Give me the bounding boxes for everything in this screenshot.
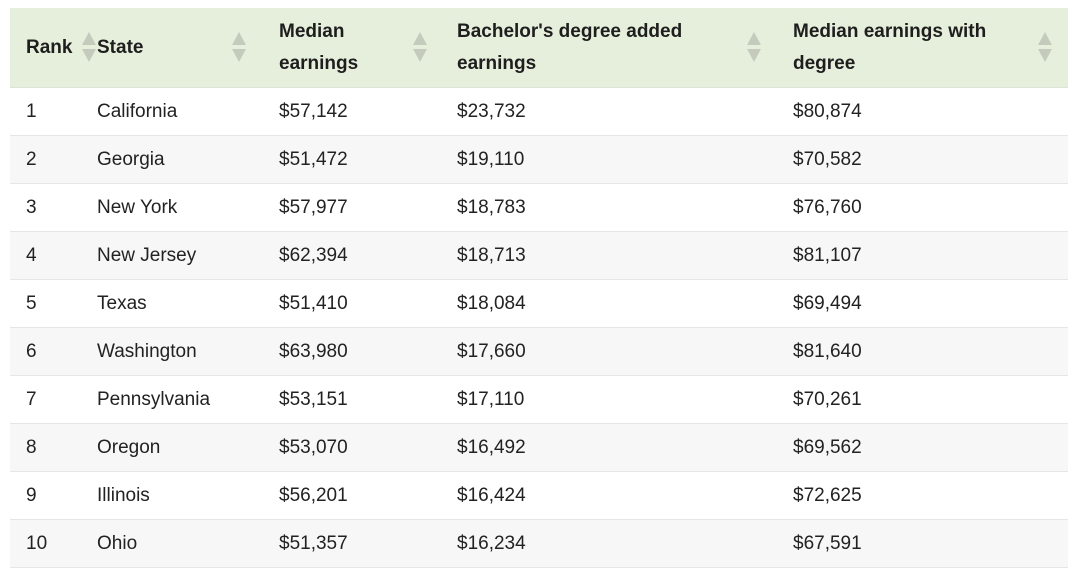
earnings-table: Rank State Median earnings Bachelor's degre… [10, 8, 1068, 568]
table-cell: 3 [26, 197, 37, 218]
table-cell: $70,261 [793, 389, 862, 410]
table-row: 4 New Jersey $62,394 $18,713 $81,107 [10, 232, 1068, 280]
column-header-3[interactable]: Bachelor's degree added earnings [457, 20, 683, 74]
sort-ascending-icon[interactable] [1038, 32, 1052, 45]
table-cell: $69,494 [793, 293, 862, 314]
table-row: 1 California $57,142 $23,732 $80,874 [10, 88, 1068, 136]
sort-descending-icon[interactable] [82, 49, 96, 62]
table-cell: Washington [97, 341, 197, 362]
table-row: 8 Oregon $53,070 $16,492 $69,562 [10, 424, 1068, 472]
table-header: Rank State Median earnings Bachelor's degre… [10, 8, 1068, 88]
table-cell: $63,980 [279, 341, 348, 362]
table-cell: $16,492 [457, 437, 526, 458]
table-cell: New York [97, 197, 178, 218]
table-cell: 5 [26, 293, 37, 314]
table-cell: $53,151 [279, 389, 348, 410]
table-cell: $76,760 [793, 197, 862, 218]
table-cell: $80,874 [793, 101, 862, 122]
table-row: 2 Georgia $51,472 $19,110 $70,582 [10, 136, 1068, 184]
table-cell: $81,640 [793, 341, 862, 362]
table-cell: Texas [97, 293, 147, 314]
table-cell: 10 [26, 533, 48, 554]
table-cell: 7 [26, 389, 37, 410]
sort-ascending-icon[interactable] [747, 32, 761, 45]
table-cell: $57,977 [279, 197, 348, 218]
table-cell: California [97, 101, 178, 122]
table-cell: $18,713 [457, 245, 526, 266]
table-cell: 1 [26, 101, 37, 122]
table-cell: 2 [26, 149, 37, 170]
table-cell: $51,472 [279, 149, 348, 170]
table-cell: $16,234 [457, 533, 526, 554]
table-cell: $56,201 [279, 485, 348, 506]
sort-descending-icon[interactable] [232, 49, 246, 62]
table-row: 7 Pennsylvania $53,151 $17,110 $70,261 [10, 376, 1068, 424]
sort-ascending-icon[interactable] [413, 32, 427, 45]
table-cell: $67,591 [793, 533, 862, 554]
table-row: 6 Washington $63,980 $17,660 $81,640 [10, 328, 1068, 376]
table-cell: 8 [26, 437, 37, 458]
sort-ascending-icon[interactable] [232, 32, 246, 45]
column-header-0[interactable]: Rank [26, 36, 73, 58]
table-cell: $81,107 [793, 245, 862, 266]
column-header-1[interactable]: State [97, 36, 144, 58]
table-cell: $51,410 [279, 293, 348, 314]
table-cell: $16,424 [457, 485, 526, 506]
table-cell: $23,732 [457, 101, 526, 122]
table-cell: Ohio [97, 533, 138, 554]
sort-icon[interactable] [232, 32, 246, 64]
column-header-2[interactable]: Median earnings [279, 20, 359, 74]
table-cell: $18,783 [457, 197, 526, 218]
table-cell: $51,357 [279, 533, 348, 554]
table-cell: New Jersey [97, 245, 197, 266]
table-row: 9 Illinois $56,201 $16,424 $72,625 [10, 472, 1068, 520]
sort-descending-icon[interactable] [1038, 49, 1052, 62]
column-header-4[interactable]: Median earnings with degree [793, 20, 987, 74]
sort-icon[interactable] [82, 32, 96, 64]
table-cell: Georgia [97, 149, 165, 170]
table-cell: $57,142 [279, 101, 348, 122]
table-cell: 6 [26, 341, 37, 362]
sort-icon[interactable] [413, 32, 427, 64]
table-cell: $53,070 [279, 437, 348, 458]
sort-icon[interactable] [1038, 32, 1052, 64]
table-cell: $69,562 [793, 437, 862, 458]
table-cell: $62,394 [279, 245, 348, 266]
table-cell: 9 [26, 485, 37, 506]
table-cell: $19,110 [457, 149, 525, 170]
table-cell: $18,084 [457, 293, 526, 314]
table-cell: $17,110 [457, 389, 525, 410]
sort-ascending-icon[interactable] [82, 32, 96, 45]
table-body: 1 California $57,142 $23,732 $80,874 2 Georgia… [10, 88, 1068, 568]
table-cell: Illinois [97, 485, 150, 506]
table-cell: $70,582 [793, 149, 862, 170]
table-row: 3 New York $57,977 $18,783 $76,760 [10, 184, 1068, 232]
sort-icon[interactable] [747, 32, 761, 64]
table-row: 10 Ohio $51,357 $16,234 $67,591 [10, 520, 1068, 568]
table-cell: Pennsylvania [97, 389, 211, 410]
sort-descending-icon[interactable] [747, 49, 761, 62]
sort-descending-icon[interactable] [413, 49, 427, 62]
table-cell: 4 [26, 245, 37, 266]
table-row: 5 Texas $51,410 $18,084 $69,494 [10, 280, 1068, 328]
table-cell: Oregon [97, 437, 161, 458]
table-cell: $72,625 [793, 485, 862, 506]
table-cell: $17,660 [457, 341, 526, 362]
